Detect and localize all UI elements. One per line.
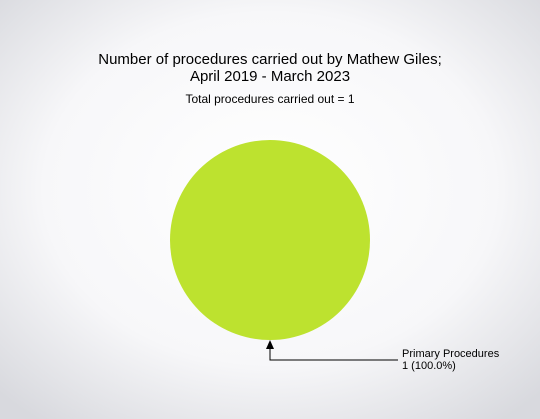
callout-line	[269, 349, 398, 361]
pie-slice	[170, 140, 370, 340]
slice-label: Primary Procedures	[402, 348, 500, 360]
chart-title: Number of procedures carried out by Math…	[98, 51, 441, 68]
slice-value-label: 1 (100.0%)	[402, 360, 456, 372]
callout-arrow	[266, 340, 274, 349]
chart-subtitle: Total procedures carried out = 1	[185, 92, 354, 106]
chart-title: April 2019 - March 2023	[190, 68, 350, 85]
